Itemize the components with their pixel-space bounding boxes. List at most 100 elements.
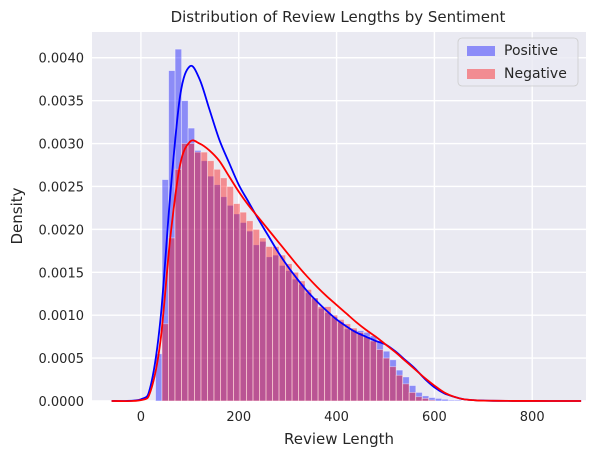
histogram-bar	[343, 328, 352, 402]
y-tick-label: 0.0015	[39, 266, 85, 281]
legend-swatch	[467, 69, 495, 79]
histogram-bar	[187, 127, 196, 402]
histogram-bar	[428, 399, 436, 402]
y-tick-label: 0.0010	[39, 309, 85, 324]
histogram-bar	[252, 244, 261, 402]
histogram-bar	[200, 160, 209, 402]
histogram-bar	[402, 376, 410, 402]
histogram-bar	[213, 168, 221, 402]
histogram-bar	[421, 395, 430, 402]
histogram-bar	[317, 306, 325, 402]
grid	[92, 32, 586, 402]
x-tick-label: 0	[137, 410, 145, 425]
histogram-bar	[213, 184, 222, 402]
histogram-bar	[369, 340, 378, 402]
y-tick-label: 0.0040	[39, 52, 85, 67]
y-tick-label: 0.0005	[39, 352, 85, 367]
histogram-bar	[298, 280, 306, 402]
y-tick-label: 0.0025	[39, 180, 85, 195]
histogram-bar	[278, 265, 287, 402]
x-axis-label: Review Length	[284, 430, 394, 448]
histogram-bar	[220, 196, 228, 402]
chart-title: Distribution of Review Lengths by Sentim…	[171, 8, 506, 26]
histogram-bar	[324, 306, 332, 402]
histogram-bar	[265, 256, 274, 402]
histogram-bar	[363, 331, 371, 402]
histogram-bar	[252, 228, 260, 402]
histogram-bar	[337, 319, 345, 402]
histogram-bar	[174, 168, 182, 402]
histogram-bar	[428, 397, 436, 402]
histogram-bars	[155, 48, 462, 402]
histogram-bar	[356, 330, 365, 402]
histogram-bar	[389, 366, 397, 402]
histogram-bar	[246, 230, 254, 402]
x-tick-label: 400	[324, 410, 349, 425]
histogram-bar	[233, 213, 241, 402]
legend-box	[457, 37, 579, 87]
histogram-bar	[376, 349, 384, 402]
histogram-bar	[207, 160, 215, 402]
plot-area	[92, 32, 586, 401]
histogram-bar	[239, 211, 247, 402]
bars-positive	[155, 48, 462, 402]
y-tick-label: 0.0030	[39, 138, 85, 153]
histogram-bar	[330, 314, 338, 402]
histogram-bar	[395, 369, 404, 402]
histogram-bar	[415, 396, 423, 402]
histogram-bar	[239, 222, 248, 402]
histogram-bar	[259, 240, 267, 402]
histogram-bar	[174, 48, 183, 402]
histogram-bar	[207, 175, 215, 402]
histogram-bar	[168, 70, 176, 402]
histogram-bar	[181, 143, 189, 402]
histogram-bar	[291, 271, 299, 402]
histogram-bar	[220, 177, 228, 402]
histogram-bar	[194, 150, 202, 402]
histogram-bar	[278, 254, 286, 402]
histogram-bar	[402, 383, 410, 402]
histogram-bar	[200, 151, 208, 402]
y-tick-label: 0.0000	[39, 395, 85, 410]
histogram-bar	[304, 289, 312, 402]
x-tick-label: 600	[422, 410, 447, 425]
histogram-bar	[447, 399, 456, 402]
x-tick-label: 200	[226, 410, 251, 425]
histogram-bar	[421, 398, 430, 402]
x-tick-label: 800	[520, 410, 545, 425]
histogram-bar	[350, 329, 358, 402]
histogram-bar	[155, 353, 163, 402]
x-axis-ticks: 0 200 400 600 800	[137, 410, 545, 425]
legend-label: Positive	[504, 43, 558, 59]
histogram-bar	[343, 323, 351, 402]
histogram-bar	[272, 254, 280, 402]
histogram-bar	[259, 237, 267, 402]
histogram-bar	[272, 246, 280, 402]
y-tick-label: 0.0020	[39, 223, 85, 238]
histogram-bar	[350, 327, 358, 402]
y-axis-label: Density	[8, 187, 26, 244]
legend-label: Negative	[504, 66, 567, 82]
legend-swatch	[467, 46, 495, 56]
histogram-bar	[226, 186, 234, 402]
histogram-bar	[454, 399, 462, 402]
kde-curves	[111, 64, 582, 403]
histogram-bar	[187, 143, 195, 402]
histogram-bar	[311, 297, 319, 402]
histogram-bar	[265, 246, 273, 402]
histogram-bar	[408, 385, 417, 402]
histogram-bar	[161, 323, 169, 402]
y-tick-label: 0.0035	[39, 95, 85, 110]
histogram-bar	[434, 398, 443, 402]
histogram-bar	[382, 357, 391, 402]
histogram-bar	[415, 392, 423, 402]
histogram-bar	[194, 151, 202, 402]
histogram-bar	[395, 374, 404, 402]
histogram-bar	[317, 307, 326, 402]
y-axis-ticks: 0.0000 0.0005 0.0010 0.0015 0.0020 0.0025 0.00…	[39, 52, 85, 410]
histogram-bar	[246, 220, 254, 402]
histogram-bar	[363, 336, 371, 402]
histogram-bar	[181, 100, 189, 402]
legend: Positive Negative	[457, 37, 579, 87]
